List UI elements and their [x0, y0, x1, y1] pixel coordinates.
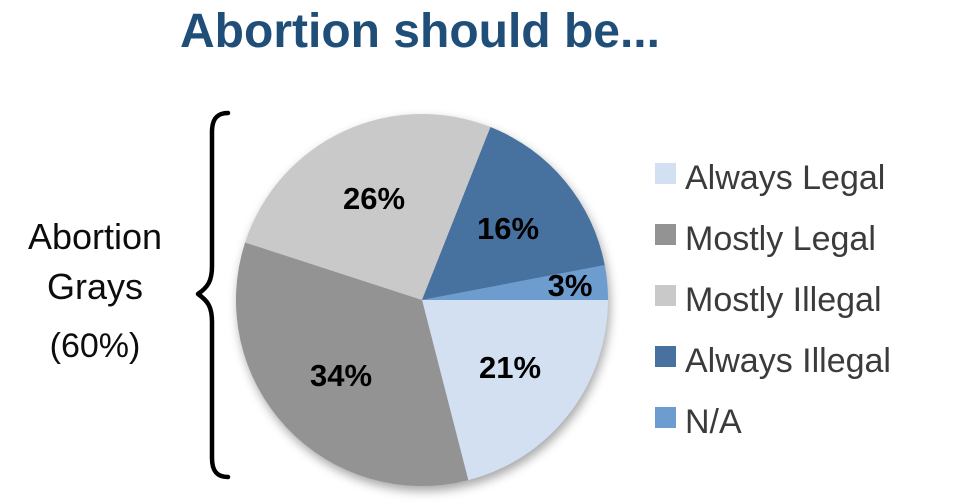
pie-chart: 21% 34% 26% 16% 3% — [232, 110, 612, 490]
legend-item-mostly-legal[interactable]: Mostly Legal — [655, 220, 891, 261]
legend-swatch-icon — [655, 285, 676, 306]
pie-slice-mostly-legal[interactable] — [235, 242, 469, 487]
legend-item-n-a[interactable]: N/A — [655, 403, 891, 444]
pie-slice-n-a[interactable] — [422, 265, 608, 300]
pie-slice-always-legal[interactable] — [422, 300, 608, 481]
pie-slice-always-illegal[interactable] — [422, 127, 605, 300]
legend-item-always-legal[interactable]: Always Legal — [655, 159, 891, 200]
chart-title: Abortion should be... — [180, 5, 660, 58]
curly-brace — [195, 110, 231, 480]
annotation-line-1: Abortion — [27, 216, 163, 257]
legend-item-mostly-illegal[interactable]: Mostly Illegal — [655, 281, 891, 322]
annotation-line-2: Grays — [46, 265, 143, 307]
legend-item-always-illegal[interactable]: Always Illegal — [655, 342, 891, 383]
legend-swatch-icon — [655, 346, 676, 367]
pie-slice-mostly-illegal[interactable] — [245, 113, 491, 300]
legend-swatch-icon — [655, 224, 676, 245]
legend-label: Always Legal — [685, 159, 886, 197]
legend-label: Mostly Illegal — [685, 281, 882, 319]
annotation-percent: (60%) — [49, 327, 141, 366]
legend-label: N/A — [685, 403, 742, 441]
legend-label: Mostly Legal — [685, 220, 876, 258]
brace-annotation: Abortion Grays (60%) — [2, 212, 188, 370]
legend-swatch-icon — [655, 163, 676, 184]
legend-label: Always Illegal — [685, 342, 891, 380]
legend: Always Legal Mostly Legal Mostly Illegal Al… — [655, 159, 891, 444]
legend-swatch-icon — [655, 407, 676, 428]
